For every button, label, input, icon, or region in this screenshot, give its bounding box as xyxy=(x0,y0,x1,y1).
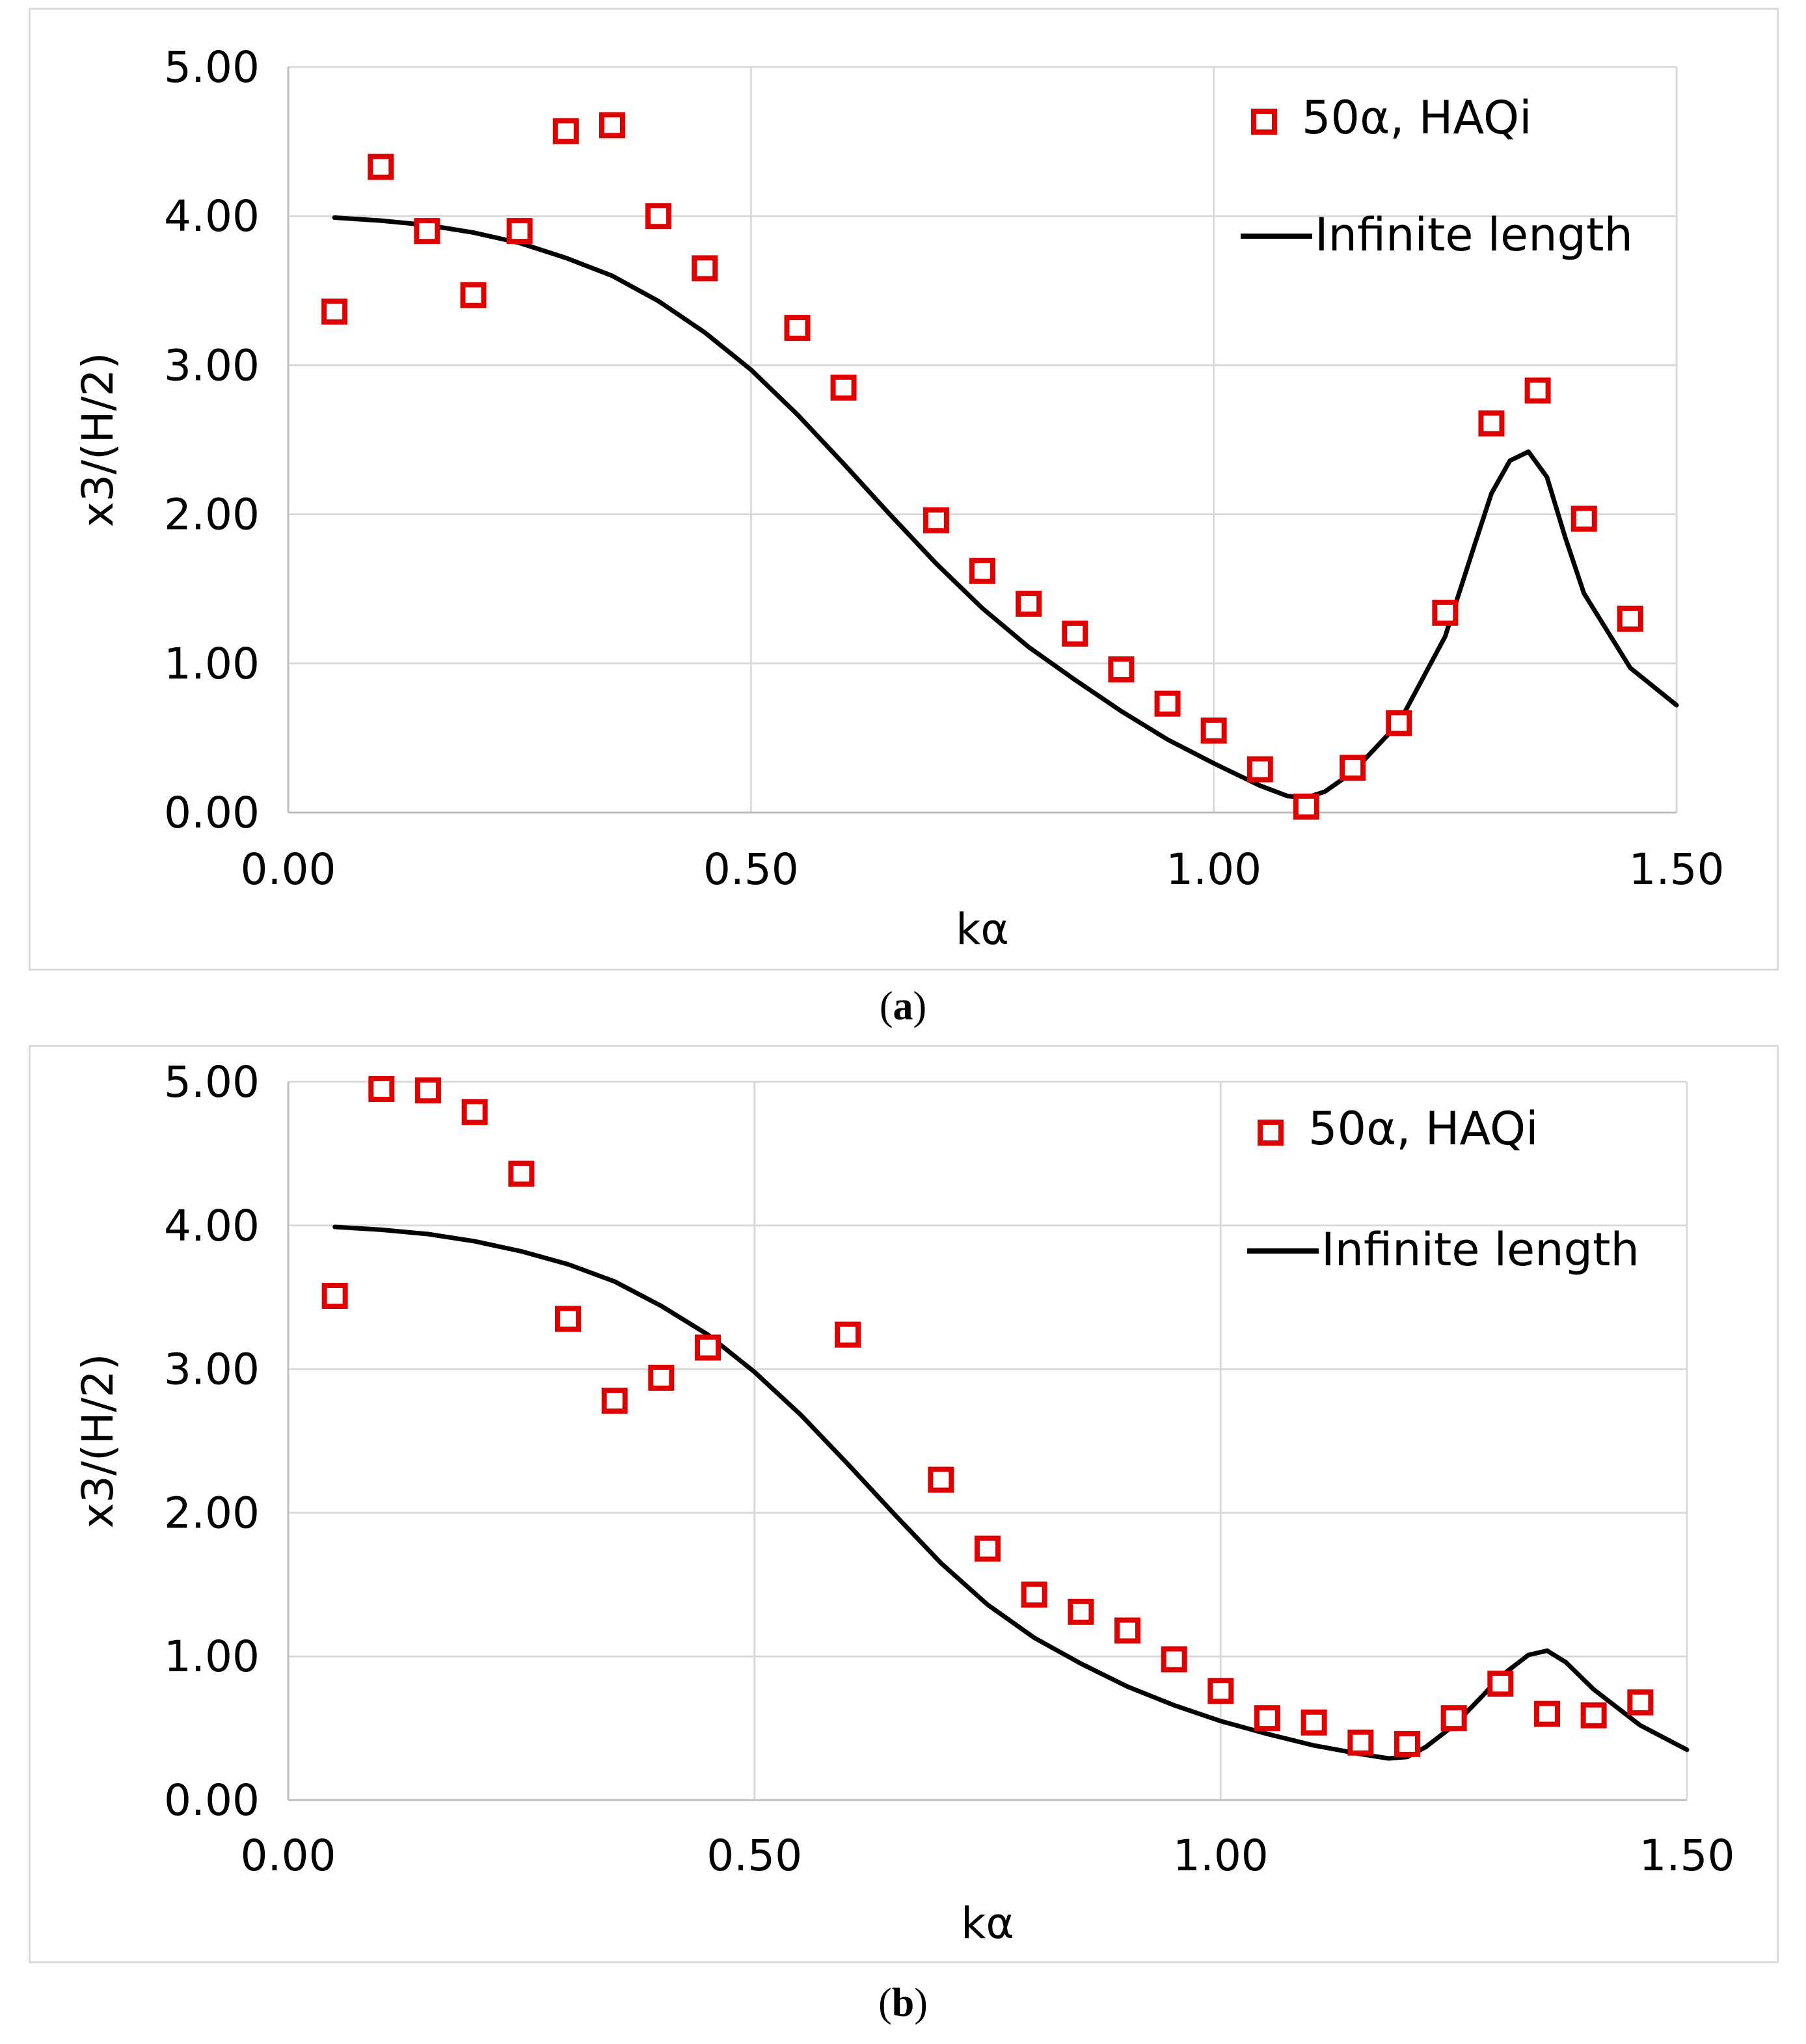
data-point-haqi xyxy=(1247,756,1273,783)
caption-b-letter: b xyxy=(891,1981,915,2025)
chart-b: 0.00 1.00 2.00 3.00 4.00 5.00 0.00 0.50 1.00 1.50… xyxy=(73,1057,1735,1948)
data-point-haqi xyxy=(648,1364,675,1391)
legend-marker-haqi xyxy=(1251,109,1277,135)
x-tick-label: 1.50 xyxy=(1629,844,1725,894)
data-point-haqi xyxy=(415,1077,441,1104)
x-axis-title: kα xyxy=(961,1898,1014,1948)
x-tick-label: 1.50 xyxy=(1639,1831,1735,1881)
data-point-haqi xyxy=(601,1388,628,1414)
data-point-haqi xyxy=(1154,690,1181,717)
data-point-haqi xyxy=(969,558,995,584)
y-tick-label: 1.00 xyxy=(164,639,260,689)
y-tick-label: 2.00 xyxy=(164,1488,260,1538)
x-axis-title: kα xyxy=(956,904,1009,954)
data-point-haqi xyxy=(506,218,533,245)
legend-label-haqi: 50α, HAQi xyxy=(1308,1102,1539,1155)
series-line-infinite-length xyxy=(332,1224,1690,1761)
data-point-haqi xyxy=(368,154,394,180)
y-tick-label: 0.00 xyxy=(164,788,260,838)
y-tick-label: 4.00 xyxy=(164,1201,260,1251)
y-tick-label: 3.00 xyxy=(164,340,260,390)
y-tick-label: 5.00 xyxy=(164,42,260,92)
data-point-haqi xyxy=(1200,717,1227,744)
data-point-haqi xyxy=(1068,1598,1094,1625)
data-point-haqi xyxy=(695,1334,721,1361)
x-tick-label: 1.00 xyxy=(1166,844,1261,894)
data-point-haqi xyxy=(1627,1689,1654,1715)
x-tick-label: 0.00 xyxy=(241,1831,336,1881)
caption-b: (b) xyxy=(878,1981,928,2025)
y-axis-title: x3/(H/2) xyxy=(73,1354,123,1529)
x-tick-label: 0.50 xyxy=(703,844,799,894)
data-point-haqi xyxy=(692,255,718,282)
data-point-haqi xyxy=(1487,1671,1514,1697)
data-point-haqi xyxy=(928,1466,954,1493)
y-tick-label: 3.00 xyxy=(164,1345,260,1395)
data-point-haqi xyxy=(1386,710,1412,736)
data-point-haqi xyxy=(555,1306,581,1332)
data-point-haqi xyxy=(1062,620,1088,647)
x-tick-label: 0.00 xyxy=(241,844,336,894)
data-point-haqi xyxy=(460,282,487,308)
data-point-haqi xyxy=(1301,1709,1327,1736)
data-point-haqi xyxy=(1478,410,1505,437)
data-point-haqi xyxy=(1108,656,1135,682)
legend-label-haqi: 50α, HAQi xyxy=(1302,91,1532,144)
caption-a-letter: a xyxy=(893,984,913,1029)
data-point-haqi xyxy=(1293,793,1319,820)
data-point-haqi xyxy=(1340,755,1366,781)
legend-label-infinite-length: Infinite length xyxy=(1321,1223,1639,1276)
data-point-haqi xyxy=(1524,377,1551,404)
y-tick-label: 5.00 xyxy=(164,1057,260,1107)
data-point-haqi xyxy=(830,374,857,401)
data-point-haqi xyxy=(923,507,949,533)
y-tick-label: 0.00 xyxy=(164,1775,260,1825)
data-point-haqi xyxy=(552,118,579,144)
data-point-haqi xyxy=(1394,1730,1420,1757)
chart-panel-b: 0.00 1.00 2.00 3.00 4.00 5.00 0.00 0.50 1.00 1.50… xyxy=(29,1045,1779,1963)
data-point-haqi xyxy=(414,218,440,245)
data-point-haqi xyxy=(645,203,672,230)
data-point-haqi xyxy=(368,1076,395,1103)
data-point-haqi xyxy=(1114,1617,1140,1644)
data-point-haqi xyxy=(1347,1729,1374,1756)
data-point-haqi xyxy=(784,315,811,342)
data-point-haqi xyxy=(321,1282,348,1309)
y-tick-label: 4.00 xyxy=(164,191,260,241)
y-tick-label: 1.00 xyxy=(164,1632,260,1682)
data-point-haqi xyxy=(321,298,348,325)
chart-a: 0.00 1.00 2.00 3.00 4.00 5.00 0.00 0.50 1.00 1.50… xyxy=(73,42,1725,954)
data-point-haqi xyxy=(1161,1646,1187,1673)
data-point-haqi xyxy=(1432,599,1459,626)
x-tick-label: 1.00 xyxy=(1173,1831,1269,1881)
data-point-haqi xyxy=(1570,505,1597,532)
data-point-haqi xyxy=(1016,591,1042,617)
series-line-infinite-length xyxy=(332,215,1679,800)
data-point-haqi xyxy=(461,1099,488,1125)
data-point-haqi xyxy=(1021,1581,1047,1608)
data-point-haqi xyxy=(508,1161,535,1187)
y-tick-label: 2.00 xyxy=(164,490,260,540)
chart-panel-a: 0.00 1.00 2.00 3.00 4.00 5.00 0.00 0.50 1.00 1.50… xyxy=(29,8,1779,971)
data-point-haqi xyxy=(1207,1678,1234,1704)
legend-label-infinite-length: Infinite length xyxy=(1315,208,1633,262)
legend-marker-haqi xyxy=(1258,1120,1284,1146)
data-point-haqi xyxy=(975,1535,1001,1562)
data-point-haqi xyxy=(1254,1705,1280,1732)
data-point-haqi xyxy=(599,112,625,139)
data-point-haqi xyxy=(1580,1702,1607,1728)
y-axis-title: x3/(H/2) xyxy=(73,353,123,528)
data-point-haqi xyxy=(1440,1705,1467,1732)
data-point-haqi xyxy=(835,1321,861,1348)
x-tick-label: 0.50 xyxy=(707,1831,802,1881)
caption-a: (a) xyxy=(879,984,927,1029)
data-point-haqi xyxy=(1534,1701,1560,1727)
data-point-haqi xyxy=(1617,606,1643,632)
